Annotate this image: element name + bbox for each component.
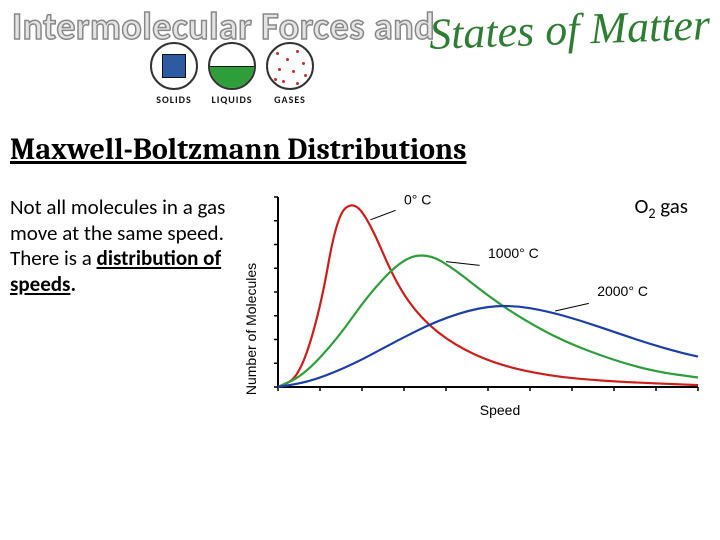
phase-icons-row: SOLIDS LIQUIDS GASES [150,42,314,106]
phase-liquid: LIQUIDS [208,42,256,106]
states-of-matter-label: States of Matter [428,5,710,54]
x-axis-label: Speed [480,402,520,418]
gas-icon [266,42,314,90]
solid-caption: SOLIDS [156,93,191,106]
phase-gas: GASES [266,42,314,106]
phase-solid: SOLIDS [150,42,198,106]
leader-line [555,303,589,311]
y-axis-label: Number of Molecules [243,263,259,395]
leader-line [446,262,480,266]
curve-label-1000c: 1000° C [488,245,539,261]
chart-container: O2 gas Number of Molecules 0° C1000° C20… [240,189,710,297]
liquid-caption: LIQUIDS [212,93,253,106]
curve-series-2 [278,306,698,387]
curve-labels-group: 0° C 1000° C 2000° C [370,192,648,311]
curve-series-1 [278,256,698,387]
section-title: Maxwell-Boltzmann Distributions [10,132,720,167]
body-paragraph: Not all molecules in a gas move at the s… [10,189,240,297]
maxwell-boltzmann-chart: Number of Molecules 0° C 1000° C 2000° C S… [240,189,710,419]
curve-label-2000c: 2000° C [597,283,648,299]
curve-label-0c: 0° C [404,192,431,208]
body-text-3: . [70,271,76,297]
gas-caption: GASES [274,93,306,106]
content-row: Not all molecules in a gas move at the s… [0,189,720,297]
leader-line [370,210,395,220]
solid-icon [150,42,198,90]
slide-header: Intermolecular Forces and States of Matt… [0,0,720,110]
liquid-icon [208,42,256,90]
